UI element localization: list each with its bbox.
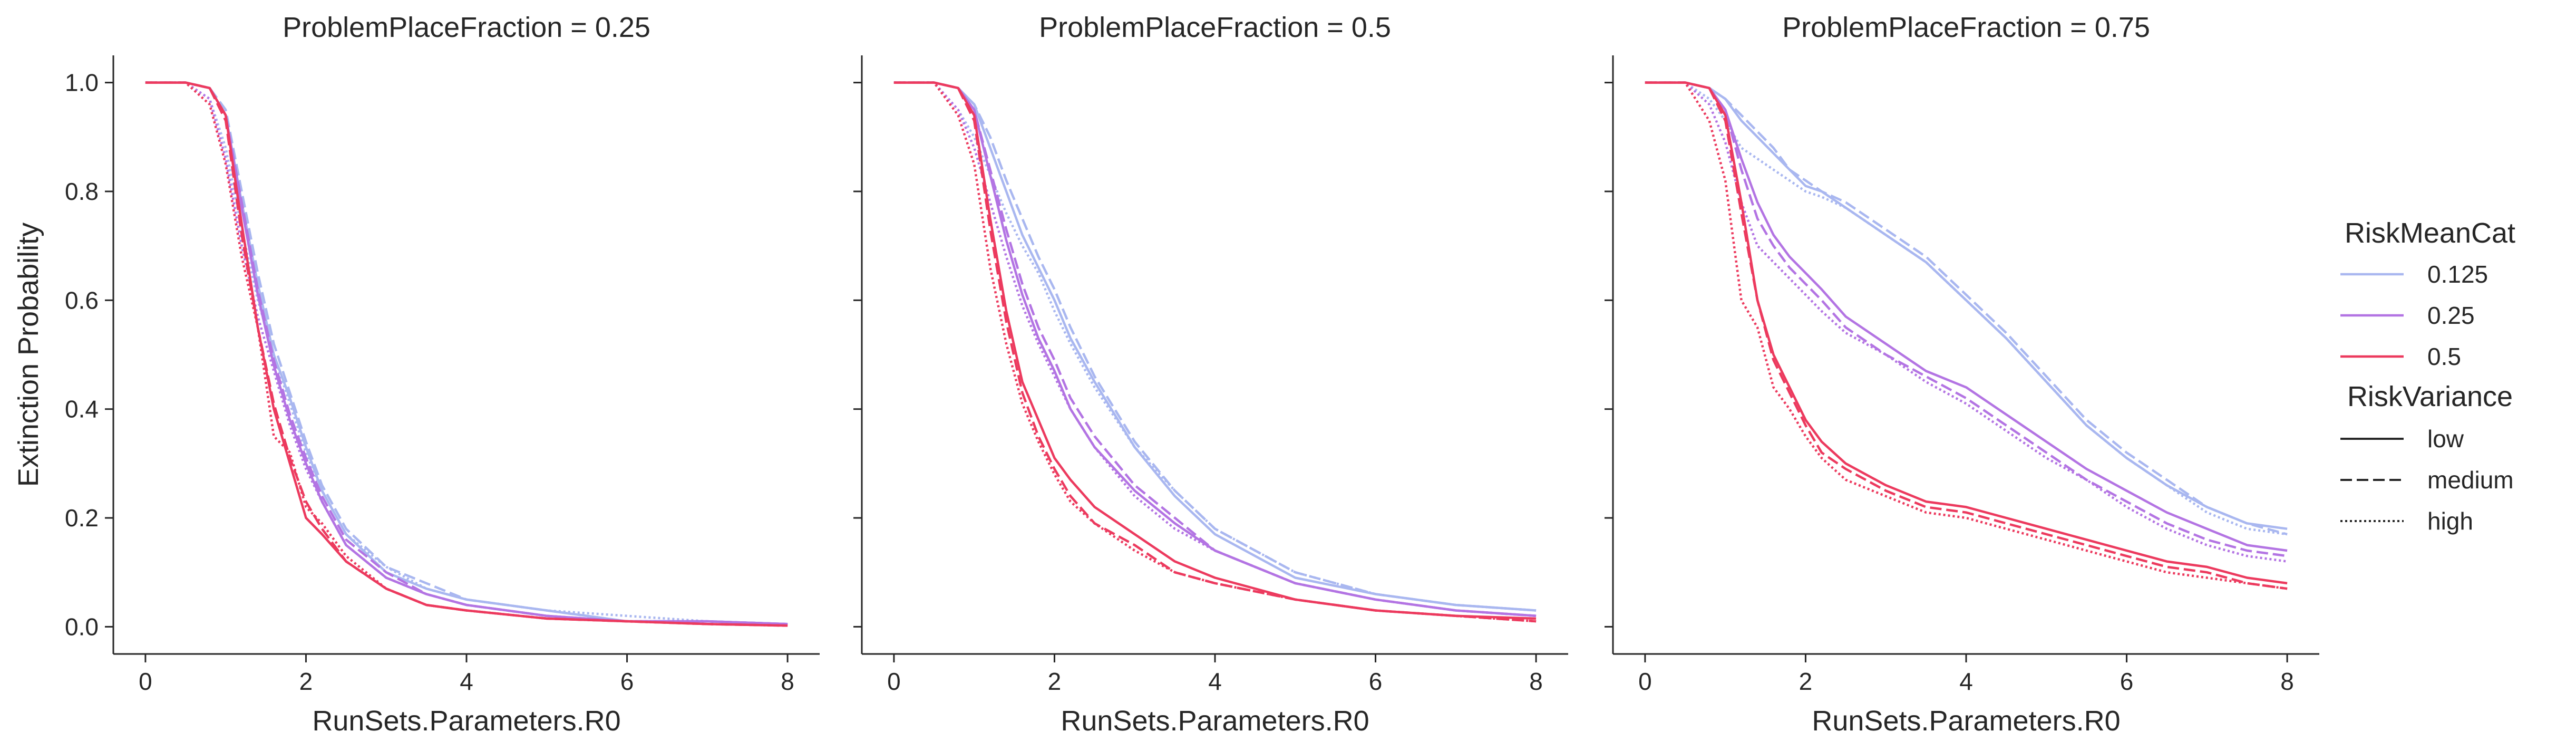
series-line-0_5-high <box>893 81 1537 623</box>
legend-title-riskvariance: RiskVariance <box>2347 381 2513 412</box>
chart-panel-2: 0 2 4 6 8 ProblemPlaceFraction = 0.5 RunSets.P… <box>853 12 1568 737</box>
y-tick-label: 0.6 <box>65 286 99 314</box>
series-line-0_5-low <box>893 81 1537 620</box>
series-line-0_25-medium <box>145 81 788 625</box>
legend-label: 0.5 <box>2427 343 2461 370</box>
series-line-0_25-medium <box>893 81 1537 618</box>
legend-label: high <box>2427 507 2473 535</box>
x-axis-label: RunSets.Parameters.R0 <box>1061 705 1369 737</box>
x-tick-label: 2 <box>1799 668 1813 695</box>
x-tick-label: 4 <box>460 668 473 695</box>
series-line-0_5-high <box>1645 81 2288 590</box>
chart-panels: 0 2 4 6 8 0.0 0.2 0.4 0.6 0.8 1.0 ProblemPlaceFract… <box>13 12 2319 737</box>
series-line-0_5-medium <box>145 81 788 627</box>
x-tick-label: 6 <box>1369 668 1383 695</box>
x-tick-label: 0 <box>887 668 901 695</box>
series-line-0_125-high <box>893 81 1537 612</box>
y-axis-label: Extinction Probability <box>13 223 44 487</box>
x-tick-label: 8 <box>1529 668 1543 695</box>
series-line-0_5-medium <box>893 81 1537 623</box>
panel-title: ProblemPlaceFraction = 0.5 <box>1039 12 1391 43</box>
y-tick-label: 0.4 <box>65 396 99 423</box>
chart-panel-1: 0 2 4 6 8 0.0 0.2 0.4 0.6 0.8 1.0 ProblemPlaceFract… <box>13 12 820 737</box>
series-line-0_25-low <box>145 81 788 625</box>
series-line-0_5-low <box>1645 81 2288 585</box>
series-line-0_125-medium <box>145 81 788 625</box>
y-tick-label: 0.8 <box>65 178 99 205</box>
x-tick-label: 0 <box>139 668 152 695</box>
series-line-0_25-low <box>1645 81 2288 552</box>
series-line-0_5-high <box>145 81 788 627</box>
x-tick-label: 6 <box>2120 668 2134 695</box>
x-tick-label: 8 <box>2280 668 2294 695</box>
series-line-0_125-low <box>145 81 788 625</box>
series-line-0_125-medium <box>1645 81 2288 536</box>
legend-label: 0.25 <box>2427 302 2475 329</box>
x-tick-label: 4 <box>1208 668 1222 695</box>
series-line-0_125-low <box>1645 81 2288 530</box>
legend-label: low <box>2427 425 2464 452</box>
x-axis-label: RunSets.Parameters.R0 <box>1812 705 2120 737</box>
x-tick-label: 0 <box>1638 668 1652 695</box>
series-line-0_5-low <box>145 81 788 627</box>
chart-panel-3: 0 2 4 6 8 ProblemPlaceFraction = 0.75 RunSets.… <box>1605 12 2319 737</box>
panel-title: ProblemPlaceFraction = 0.75 <box>1782 12 2150 43</box>
legend: RiskMeanCat 0.125 0.25 0.5 RiskVariance low me… <box>2340 217 2515 535</box>
series-line-0_25-high <box>893 81 1537 618</box>
y-tick-label: 1.0 <box>65 69 99 97</box>
x-tick-label: 2 <box>299 668 313 695</box>
x-tick-label: 2 <box>1048 668 1062 695</box>
series-line-0_25-high <box>145 81 788 625</box>
series-line-0_125-low <box>893 81 1537 612</box>
y-tick-label: 0.0 <box>65 613 99 640</box>
x-axis-label: RunSets.Parameters.R0 <box>312 705 620 737</box>
legend-label: 0.125 <box>2427 261 2488 288</box>
y-tick-label: 0.2 <box>65 504 99 532</box>
legend-label: medium <box>2427 466 2514 494</box>
legend-title-riskmeancat: RiskMeanCat <box>2345 217 2515 249</box>
series-line-0_125-high <box>1645 81 2288 536</box>
x-tick-label: 6 <box>620 668 634 695</box>
series-line-0_5-medium <box>1645 81 2288 590</box>
x-tick-label: 8 <box>781 668 794 695</box>
series-line-0_125-medium <box>893 81 1537 612</box>
x-tick-label: 4 <box>1959 668 1973 695</box>
series-line-0_25-low <box>893 81 1537 618</box>
panel-title: ProblemPlaceFraction = 0.25 <box>283 12 650 43</box>
series-line-0_25-high <box>1645 81 2288 563</box>
series-line-0_125-high <box>145 81 788 625</box>
series-line-0_25-medium <box>1645 81 2288 557</box>
